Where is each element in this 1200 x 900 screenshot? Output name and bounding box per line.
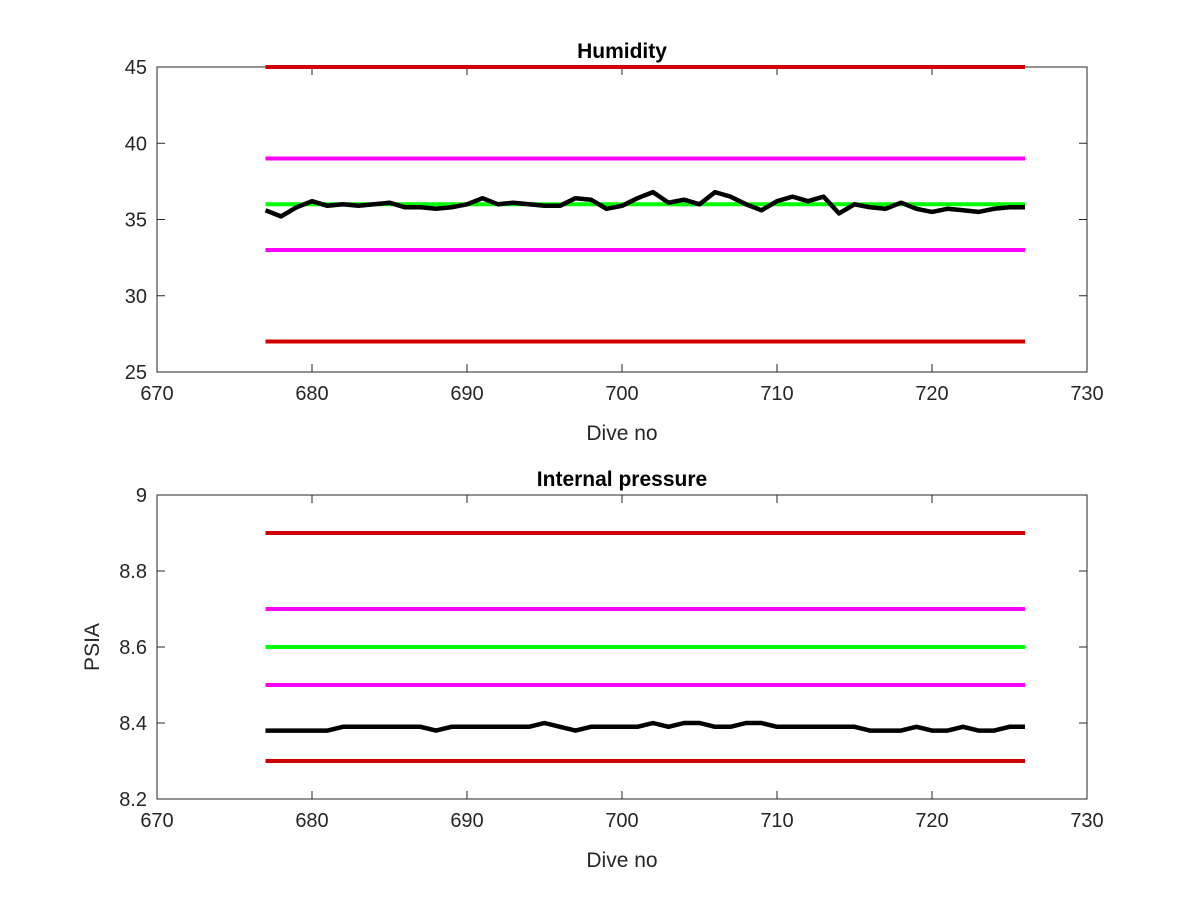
x-tick-label: 720 xyxy=(915,810,948,832)
y-tick-label: 45 xyxy=(125,57,147,79)
y-tick-label: 35 xyxy=(125,210,147,232)
humidity-subplot: 670 680 690 700 710 720 730 25 30 35 40 45 Humidity D… xyxy=(125,40,1104,445)
y-tick-label: 8.8 xyxy=(119,561,147,583)
y-tick-label: 9 xyxy=(136,485,147,507)
data-series-line xyxy=(265,720,1025,733)
y-tick-label: 8.2 xyxy=(119,789,147,811)
chart-title: Internal pressure xyxy=(537,468,707,491)
chart-title: Humidity xyxy=(577,40,667,63)
x-tick-label: 690 xyxy=(450,383,483,405)
x-tick-label: 710 xyxy=(760,810,793,832)
x-axis-label: Dive no xyxy=(586,849,657,872)
y-tick-label: 30 xyxy=(125,286,147,308)
x-tick-label: 670 xyxy=(140,383,173,405)
y-axis-label: PSIA xyxy=(81,623,104,671)
x-tick-label: 730 xyxy=(1070,810,1103,832)
x-tick-label: 700 xyxy=(605,810,638,832)
y-tick-label: 8.6 xyxy=(119,637,147,659)
internal-pressure-subplot: 670 680 690 700 710 720 730 8.2 8.4 8.6 8.8 9 Intern… xyxy=(81,468,1104,872)
data-series-line xyxy=(264,189,1025,219)
x-tick-label: 690 xyxy=(450,810,483,832)
x-tick-label: 730 xyxy=(1070,383,1103,405)
x-tick-label: 710 xyxy=(760,383,793,405)
axes-box xyxy=(156,66,1088,373)
x-tick-label: 680 xyxy=(295,383,328,405)
x-tick-label: 670 xyxy=(140,810,173,832)
x-tick-label: 700 xyxy=(605,383,638,405)
x-tick-label: 720 xyxy=(915,383,948,405)
x-tick-label: 680 xyxy=(295,810,328,832)
y-tick-label: 8.4 xyxy=(119,713,147,735)
y-tick-label: 40 xyxy=(125,133,147,155)
y-tick-label: 25 xyxy=(125,362,147,384)
x-axis-label: Dive no xyxy=(586,422,657,445)
